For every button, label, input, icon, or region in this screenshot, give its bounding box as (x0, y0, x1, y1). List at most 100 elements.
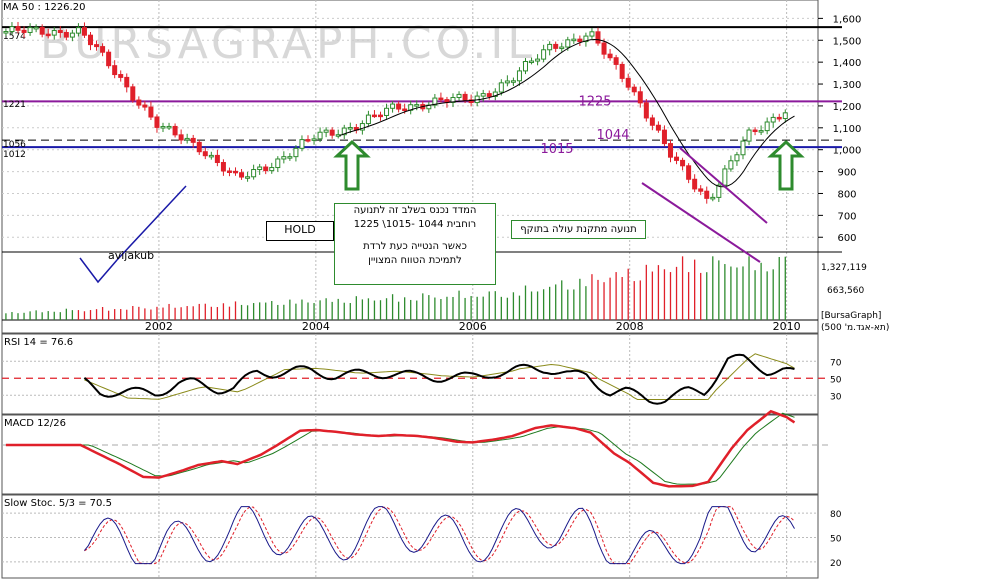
candle-body (160, 126, 166, 129)
rsi-tick-label: 70 (830, 358, 842, 368)
candle-body (637, 91, 643, 104)
rsi-label: RSI 14 = 76.6 (4, 337, 73, 348)
candle-body (100, 46, 106, 53)
candle-body (384, 107, 390, 116)
macd-panel (1, 414, 819, 495)
candle-body (396, 103, 402, 110)
candle-body (589, 31, 595, 37)
note-line-3: כאשר הנטייה כעת לרדת (363, 241, 467, 252)
candle-body (124, 76, 130, 88)
candle-body (359, 123, 365, 131)
candle-body (226, 170, 232, 173)
candle-body (245, 176, 251, 179)
candle-body (69, 32, 75, 38)
stoch-tick-label: 80 (830, 510, 842, 520)
analysis-note: המדד נכנס בשלב זה לתנועה רוחבית 1044 -10… (334, 203, 496, 285)
candle-body (692, 178, 698, 190)
signature-tail-stroke (116, 185, 187, 261)
candle-body (112, 65, 118, 76)
candle-body (716, 184, 722, 198)
candle-body (541, 49, 547, 60)
candle-body (710, 196, 716, 200)
candle-body (607, 53, 613, 59)
candle-body (698, 188, 704, 192)
note-line-2: רוחבית 1044 -1015\ 1225 (353, 219, 477, 230)
candle-body (305, 139, 311, 142)
candle-body (51, 30, 57, 36)
candle-body (281, 156, 287, 160)
candle-body (522, 61, 528, 72)
candle-body (655, 124, 661, 131)
stoch-k-line (84, 506, 795, 565)
candle-body (390, 103, 396, 109)
candle-body (504, 80, 510, 84)
level-1015-label: 1015 (540, 142, 573, 157)
stoch-d-line (84, 506, 795, 565)
candle-body (347, 127, 353, 130)
price-tick-label: 1,500 (833, 36, 862, 47)
candle-body (553, 43, 559, 49)
x-year-label: 2006 (459, 320, 487, 333)
candle-body (57, 30, 63, 33)
rsi-signal-line (84, 353, 795, 400)
candle-body (214, 154, 220, 164)
candle-body (317, 131, 323, 140)
level-label-1012: 1012 (3, 150, 26, 160)
candle-body (535, 58, 541, 62)
x-year-label: 2008 (616, 320, 644, 333)
candle-body (27, 27, 33, 33)
candle-body (728, 160, 734, 170)
level-label-1574: 1574 (3, 32, 26, 42)
candle-body (722, 168, 728, 186)
hold-box: HOLD (266, 221, 334, 241)
candle-body (81, 27, 87, 36)
candle-body (450, 97, 456, 103)
candle-body (740, 140, 746, 156)
candle-body (15, 26, 21, 31)
candle-body (492, 91, 498, 97)
candle-body (752, 129, 758, 133)
note-line-1: המדד נכנס בשלב זה לתנועה (353, 205, 477, 216)
candle-body (365, 114, 371, 125)
candle-body (559, 46, 565, 50)
candle-body (33, 26, 39, 30)
candle-body (601, 42, 607, 55)
candle-body (456, 93, 462, 99)
rsi-line (83, 353, 795, 405)
candle-body (142, 104, 148, 108)
candle-body (516, 70, 522, 82)
price-tick-label: 1,300 (833, 80, 862, 91)
candle-body (220, 162, 226, 172)
candle-body (88, 34, 94, 46)
x-year-label: 2002 (145, 320, 173, 333)
stoch-label: Slow Stoc. 5/3 = 70.5 (4, 498, 112, 509)
candle-body (190, 137, 196, 143)
candle-body (764, 121, 770, 132)
candle-body (667, 143, 673, 158)
candle-body (21, 29, 27, 33)
candle-body (63, 31, 69, 38)
candle-body (94, 44, 100, 48)
candle-body (106, 51, 112, 67)
stoch-tick-label: 20 (830, 559, 842, 569)
candle-body (770, 116, 776, 123)
candle-body (263, 166, 269, 172)
rsi-tick-label: 30 (830, 392, 842, 402)
candle-body (208, 154, 214, 158)
candle-body (377, 114, 383, 118)
candle-body (178, 134, 184, 141)
macd-label: MACD 12/26 (4, 418, 66, 429)
candle-body (776, 116, 782, 120)
buy-arrow-2010 (767, 139, 805, 191)
candle-body (130, 86, 136, 101)
candle-body (323, 129, 329, 133)
candle-body (257, 166, 263, 171)
candle-body (643, 102, 649, 119)
candle-body (311, 138, 317, 141)
candle-body (239, 172, 245, 178)
candle-body (251, 169, 257, 178)
candle-body (613, 57, 619, 65)
candle-body (486, 93, 492, 97)
candle-body (172, 125, 178, 136)
stoch-tick-label: 50 (830, 535, 842, 545)
